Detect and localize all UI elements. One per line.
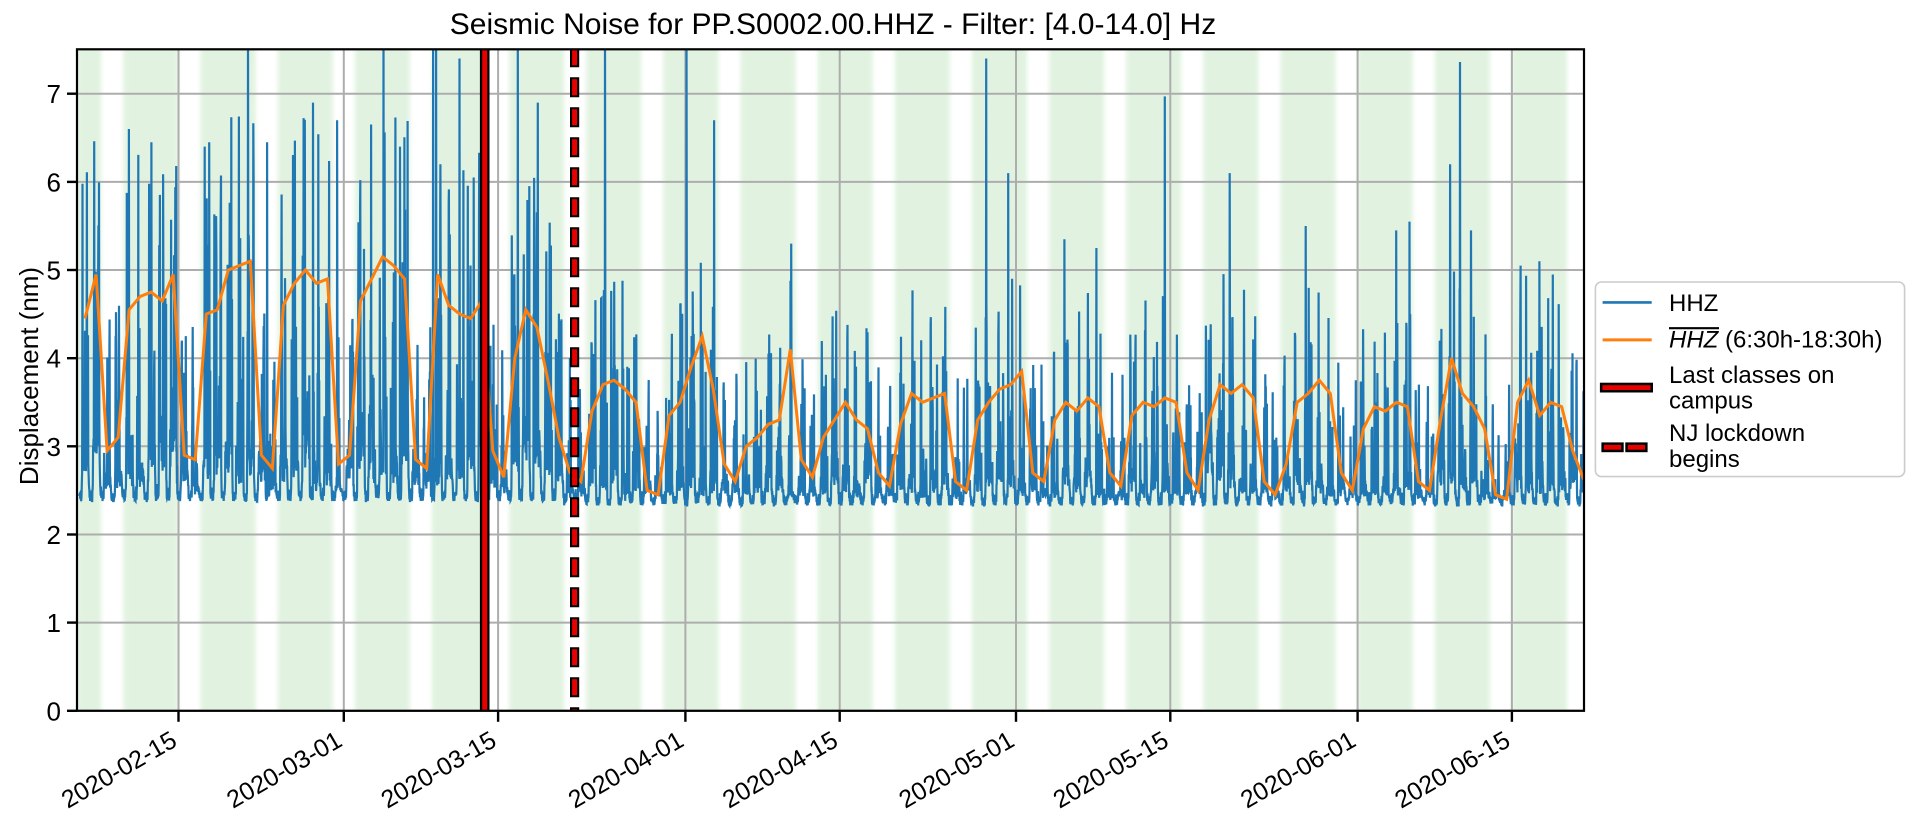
svg-text:7: 7	[47, 79, 61, 109]
svg-text:6: 6	[47, 167, 61, 197]
svg-text:2020-05-01: 2020-05-01	[894, 726, 1019, 814]
svg-text:NJ lockdown: NJ lockdown	[1669, 420, 1805, 447]
svg-text:2: 2	[47, 520, 61, 550]
svg-text:2020-06-01: 2020-06-01	[1236, 726, 1361, 814]
svg-text:2020-04-15: 2020-04-15	[718, 726, 843, 814]
svg-text:1: 1	[47, 608, 61, 638]
svg-text:Seismic Noise for PP.S0002.00.: Seismic Noise for PP.S0002.00.HHZ - Filt…	[450, 8, 1216, 41]
svg-text:2020-06-15: 2020-06-15	[1390, 726, 1515, 814]
svg-text:2020-03-15: 2020-03-15	[376, 726, 501, 814]
svg-text:2020-05-15: 2020-05-15	[1049, 726, 1174, 814]
svg-text:campus: campus	[1669, 388, 1753, 415]
svg-text:HHZ: HHZ	[1669, 290, 1718, 317]
svg-text:3: 3	[47, 432, 61, 462]
svg-text:2020-04-01: 2020-04-01	[564, 726, 689, 814]
svg-text:begins: begins	[1669, 446, 1740, 473]
svg-text:5: 5	[47, 256, 61, 286]
svg-text:Last classes on: Last classes on	[1669, 362, 1834, 389]
svg-text:2020-02-15: 2020-02-15	[57, 726, 182, 814]
svg-text:HHZ (6:30h-18:30h): HHZ (6:30h-18:30h)	[1669, 327, 1882, 354]
svg-text:4: 4	[47, 344, 61, 374]
svg-text:Displacement (nm): Displacement (nm)	[14, 267, 44, 485]
svg-text:2020-03-01: 2020-03-01	[222, 726, 347, 814]
svg-text:0: 0	[47, 696, 61, 726]
